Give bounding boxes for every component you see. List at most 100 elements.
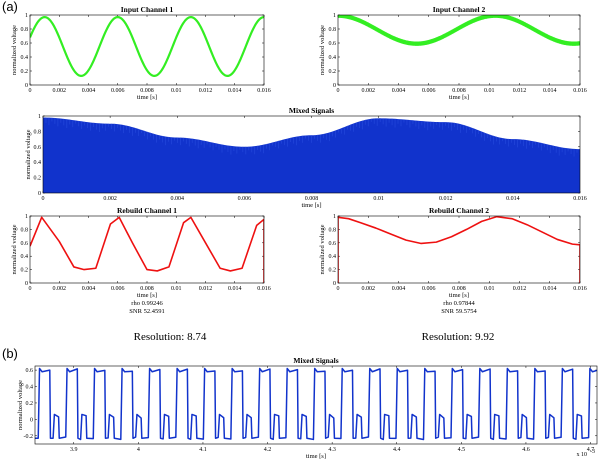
- x-tick-label: 0.004: [392, 286, 406, 292]
- y-tick-label: 0.4: [26, 385, 34, 391]
- x-tick-label: 0.004: [392, 88, 406, 94]
- plot-frame: [29, 215, 265, 284]
- x-tick-label: 0.004: [82, 88, 96, 94]
- x-tick-label: 0.014: [506, 196, 520, 202]
- plot-frame: [34, 365, 598, 445]
- resolution-label-2: Resolution: 9.92: [422, 331, 495, 343]
- series-hatch: [43, 117, 580, 157]
- x-tick-label: 0.016: [573, 286, 587, 292]
- x-tick-label: 0: [29, 286, 32, 292]
- x-tick-label: 4.3: [328, 447, 336, 453]
- chart-input-channel-1: Input Channel 1 0 0.002 0.004 0.006 0.008 0.01…: [11, 5, 271, 101]
- x-tick-label: 4.6: [522, 447, 530, 453]
- series-line: [338, 216, 580, 283]
- y-tick-label: 0.6: [26, 368, 34, 374]
- series-line: [30, 216, 264, 283]
- x-tick-label: 0.012: [513, 286, 527, 292]
- x-tick-label: 0.01: [171, 88, 182, 94]
- x-tick-label: 3.9: [70, 447, 78, 453]
- x-axis-label: time [s]: [306, 453, 326, 460]
- chart-title: Input Channel 2: [433, 5, 486, 14]
- y-tick-label: 0.6: [21, 241, 29, 247]
- x-tick-label: 0.014: [228, 88, 242, 94]
- snr-value: SNR 59.5754: [441, 308, 477, 315]
- x-tick-label: 0.01: [171, 286, 182, 292]
- x-tick-label: 4.7: [587, 447, 595, 453]
- x-tick-label: 4.5: [458, 447, 466, 453]
- plot-area: [338, 216, 580, 283]
- x-tick-label: 0.01: [484, 88, 495, 94]
- y-tick-label: 0.4: [21, 55, 29, 61]
- x-tick-label: 0.008: [452, 286, 466, 292]
- x-tick-label: 0.01: [484, 286, 495, 292]
- y-tick-label: -0.2: [24, 434, 34, 440]
- rho-value: rho 0.97844: [443, 300, 475, 307]
- x-tick-label: 4.4: [393, 447, 401, 453]
- y-tick-label: 0.2: [26, 401, 34, 407]
- x-tick-label: 4.2: [264, 447, 272, 453]
- y-tick-label: 0.2: [21, 69, 29, 75]
- y-tick-label: 0.2: [329, 69, 337, 75]
- x-axis-label: time [s]: [301, 202, 321, 209]
- chart-title: Rebuild Channel 2: [429, 206, 489, 215]
- y-tick-label: 0.6: [329, 41, 337, 47]
- y-axis-label: normalized voltage: [25, 129, 32, 179]
- y-tick-label: 0.8: [329, 27, 337, 33]
- y-axis-label: normalized voltage: [11, 25, 18, 75]
- x-tick-label: 0.012: [199, 88, 213, 94]
- y-axis-label: normalized voltage: [11, 224, 18, 274]
- y-tick-label: 1: [333, 214, 336, 220]
- y-tick-label: 1: [333, 13, 336, 19]
- y-tick-label: 0.4: [329, 254, 337, 260]
- y-tick-label: 0: [25, 83, 28, 89]
- x-tick-label: 0.006: [422, 286, 436, 292]
- x-axis-label: time [s]: [137, 94, 157, 101]
- x-tick-label: 0.008: [452, 88, 466, 94]
- x-tick-label: 0.014: [543, 88, 557, 94]
- plot-frame: [337, 215, 581, 284]
- y-tick-label: 0: [25, 281, 28, 287]
- y-tick-label: 0.8: [21, 27, 29, 33]
- y-tick-label: 0: [30, 417, 33, 423]
- y-axis-label: normalized voltage: [319, 224, 326, 274]
- x-axis-label: time [s]: [449, 94, 469, 101]
- chart-mixed-signals-b: Mixed Signals 3.9 4 4.1 4.2 4.3 4.4 4.5 4.6 4.7 -0…: [17, 356, 598, 460]
- series-line: [338, 15, 580, 46]
- y-tick-label: 0.2: [329, 268, 337, 274]
- x-tick-label: 0.004: [171, 196, 185, 202]
- series-area: [43, 117, 580, 193]
- plot-area: [30, 15, 264, 85]
- x-axis-label: time [s]: [137, 292, 157, 299]
- y-tick-label: 0.4: [21, 254, 29, 260]
- resolution-label-1: Resolution: 8.74: [134, 331, 207, 343]
- plot-frame: [337, 14, 581, 86]
- plot-area: [338, 15, 580, 85]
- y-tick-label: 0: [333, 83, 336, 89]
- y-tick-label: 0.8: [34, 129, 42, 135]
- chart-mixed-signals-a: Mixed Signals 0 0.002 0.004 0.006 0.008 0.01 0.…: [25, 106, 587, 209]
- chart-title: Mixed Signals: [293, 356, 338, 365]
- series-line: [35, 367, 597, 441]
- y-tick-label: 0: [333, 281, 336, 287]
- chart-input-channel-2: Input Channel 2 0 0.002 0.004 0.006 0.008 0.01…: [319, 5, 587, 101]
- y-tick-label: 0.8: [21, 227, 29, 233]
- x-tick-label: 0.006: [111, 286, 125, 292]
- x-tick-label: 0.006: [422, 88, 436, 94]
- x-tick-label: 0.01: [373, 196, 384, 202]
- chart-title: Mixed Signals: [289, 106, 334, 115]
- y-tick-label: 0.6: [34, 145, 42, 151]
- y-tick-label: 0.2: [21, 268, 29, 274]
- x-exponent-label: x 10: [577, 452, 588, 458]
- chart-rebuild-channel-1: Rebuild Channel 1 0 0.002 0.004 0.006 0.008 0.…: [11, 206, 271, 315]
- x-tick-label: 0.016: [257, 88, 271, 94]
- x-tick-label: 0.008: [140, 286, 154, 292]
- panel-label-b: (b): [2, 346, 18, 361]
- x-tick-label: 0.008: [140, 88, 154, 94]
- y-tick-label: 1: [25, 13, 28, 19]
- x-tick-label: 0.006: [111, 88, 125, 94]
- plot-area: [35, 366, 597, 444]
- chart-title: Input Channel 1: [121, 5, 174, 14]
- chart-rebuild-channel-2: Rebuild Channel 2 0 0.002 0.004 0.006 0.008 0.…: [319, 206, 587, 315]
- x-tick-label: 0.006: [238, 196, 252, 202]
